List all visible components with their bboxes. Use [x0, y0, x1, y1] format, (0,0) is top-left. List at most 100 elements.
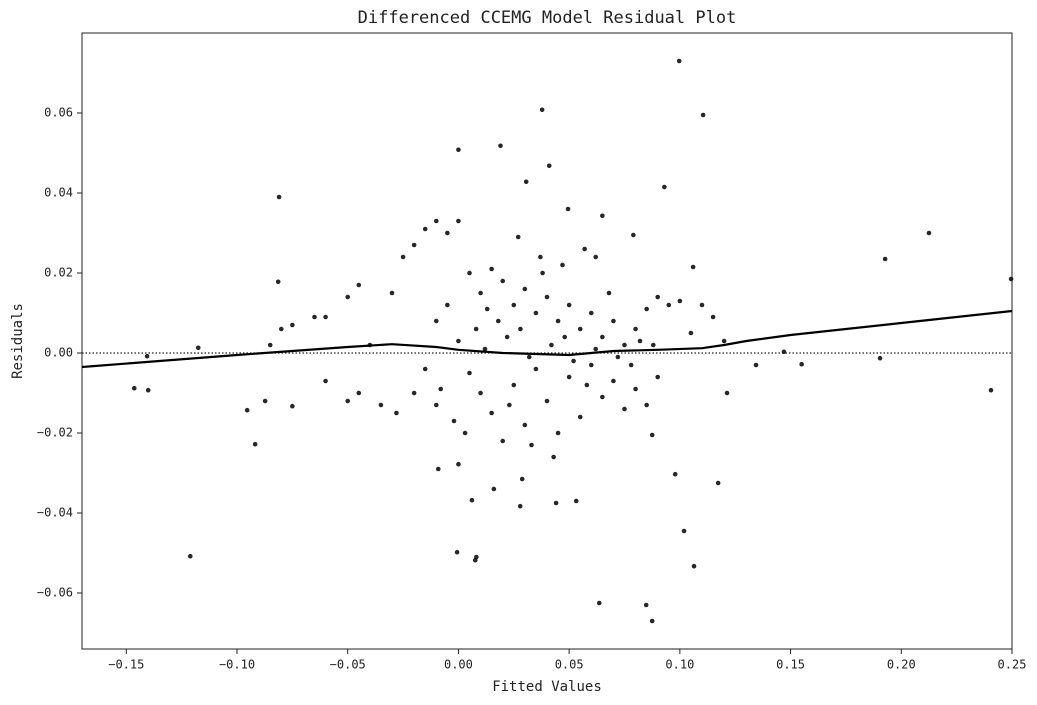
point: [433, 402, 439, 408]
point: [676, 58, 682, 64]
point: [721, 338, 727, 344]
point: [606, 290, 612, 296]
point: [539, 107, 545, 113]
point: [688, 330, 694, 336]
point: [518, 326, 523, 332]
point: [523, 179, 529, 185]
point: [549, 342, 554, 348]
point: [781, 349, 787, 355]
point: [600, 213, 605, 219]
point: [643, 602, 649, 608]
point: [611, 378, 616, 384]
y-tick-label: −0.02: [37, 426, 73, 440]
point: [588, 310, 594, 316]
point: [467, 370, 472, 376]
point: [312, 314, 317, 320]
point: [482, 346, 488, 352]
point: [456, 218, 461, 224]
point: [690, 264, 696, 270]
point: [649, 618, 655, 624]
point: [515, 234, 521, 240]
point: [560, 262, 565, 268]
x-tick-label: 0.00: [444, 658, 473, 672]
point: [389, 290, 395, 296]
point: [533, 310, 539, 316]
point: [451, 418, 457, 424]
point: [700, 112, 706, 118]
point: [517, 503, 523, 509]
point: [882, 256, 888, 262]
point: [290, 403, 295, 409]
point: [456, 461, 461, 467]
point: [553, 500, 559, 506]
point: [631, 232, 636, 238]
point: [926, 230, 932, 236]
point: [710, 314, 716, 320]
x-tick-label: 0.05: [555, 658, 584, 672]
point: [637, 338, 643, 344]
point: [445, 230, 450, 236]
point: [356, 282, 362, 288]
point: [489, 266, 494, 272]
point: [435, 466, 441, 472]
point: [799, 361, 804, 367]
point: [571, 358, 576, 364]
point: [551, 454, 556, 460]
point: [131, 385, 137, 391]
point: [649, 432, 655, 438]
point: [611, 318, 616, 324]
point: [644, 402, 649, 408]
point: [622, 406, 627, 412]
point: [526, 354, 532, 360]
point: [522, 286, 528, 292]
point: [473, 326, 479, 332]
point: [500, 278, 506, 284]
point: [276, 194, 282, 200]
y-tick-label: −0.04: [37, 506, 73, 520]
point: [600, 394, 605, 400]
point: [562, 334, 568, 340]
point: [566, 374, 572, 380]
y-tick-label: 0.06: [44, 106, 73, 120]
point: [672, 471, 678, 477]
point: [489, 410, 494, 416]
point: [498, 143, 503, 149]
point: [544, 294, 550, 300]
point: [573, 498, 579, 504]
x-tick-label: −0.10: [219, 658, 255, 672]
point: [584, 382, 590, 388]
point: [650, 342, 656, 348]
point: [244, 407, 250, 413]
point: [504, 334, 510, 340]
point: [596, 600, 602, 606]
y-tick-label: 0.02: [44, 266, 73, 280]
point: [356, 390, 362, 396]
point: [691, 563, 697, 569]
point: [522, 422, 528, 428]
point: [593, 254, 599, 260]
y-tick-label: 0.00: [44, 346, 73, 360]
point: [345, 294, 351, 300]
point: [555, 318, 561, 324]
point: [378, 402, 384, 408]
point: [145, 387, 151, 393]
point: [144, 353, 150, 359]
point: [633, 386, 638, 392]
point: [540, 270, 545, 276]
point: [507, 402, 512, 408]
y-axis-label: Residuals: [10, 303, 26, 379]
point: [662, 184, 667, 190]
point: [546, 163, 552, 169]
point: [478, 390, 483, 396]
point: [533, 366, 539, 372]
point: [511, 382, 517, 388]
point: [394, 410, 399, 416]
chart-title: Differenced CCEMG Model Residual Plot: [358, 8, 737, 28]
x-tick-label: −0.15: [108, 658, 144, 672]
point: [345, 398, 351, 404]
point: [582, 246, 587, 252]
point: [699, 302, 705, 308]
point: [484, 306, 490, 312]
point: [644, 306, 649, 312]
